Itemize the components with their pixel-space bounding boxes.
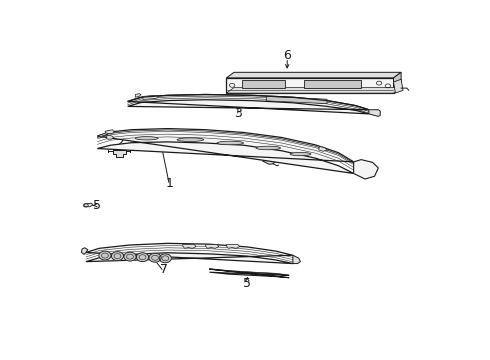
Text: 4: 4 (264, 148, 272, 161)
Polygon shape (105, 130, 115, 134)
Text: 2: 2 (116, 136, 124, 149)
Polygon shape (226, 244, 240, 248)
Polygon shape (318, 146, 327, 151)
Polygon shape (183, 244, 196, 248)
Ellipse shape (217, 141, 244, 145)
Circle shape (124, 252, 136, 261)
Text: 5: 5 (93, 199, 100, 212)
Circle shape (159, 254, 171, 263)
Polygon shape (293, 255, 300, 264)
Polygon shape (209, 269, 289, 278)
Polygon shape (113, 150, 126, 157)
Polygon shape (304, 80, 361, 87)
Text: 7: 7 (160, 263, 168, 276)
Ellipse shape (290, 152, 311, 156)
Polygon shape (226, 72, 401, 78)
Circle shape (149, 253, 161, 262)
Circle shape (111, 252, 123, 261)
Polygon shape (369, 110, 380, 116)
Polygon shape (393, 79, 403, 93)
Polygon shape (98, 129, 354, 174)
Polygon shape (81, 248, 88, 255)
Ellipse shape (135, 136, 158, 140)
Text: 5: 5 (244, 277, 251, 290)
Text: 1: 1 (166, 177, 173, 190)
Polygon shape (354, 159, 378, 179)
Polygon shape (393, 72, 401, 93)
Ellipse shape (256, 146, 281, 150)
Polygon shape (84, 203, 93, 207)
Polygon shape (267, 96, 327, 104)
Text: 6: 6 (283, 49, 291, 62)
Polygon shape (135, 94, 141, 97)
Polygon shape (107, 135, 114, 139)
Polygon shape (128, 94, 369, 114)
Circle shape (99, 251, 111, 260)
Circle shape (136, 253, 148, 262)
Polygon shape (226, 87, 401, 93)
Polygon shape (242, 80, 285, 87)
Polygon shape (226, 78, 393, 93)
Text: 3: 3 (234, 107, 242, 120)
Polygon shape (143, 95, 158, 99)
Polygon shape (263, 159, 276, 164)
Polygon shape (98, 131, 111, 138)
Polygon shape (86, 243, 293, 264)
Polygon shape (206, 244, 219, 248)
Ellipse shape (177, 138, 204, 141)
